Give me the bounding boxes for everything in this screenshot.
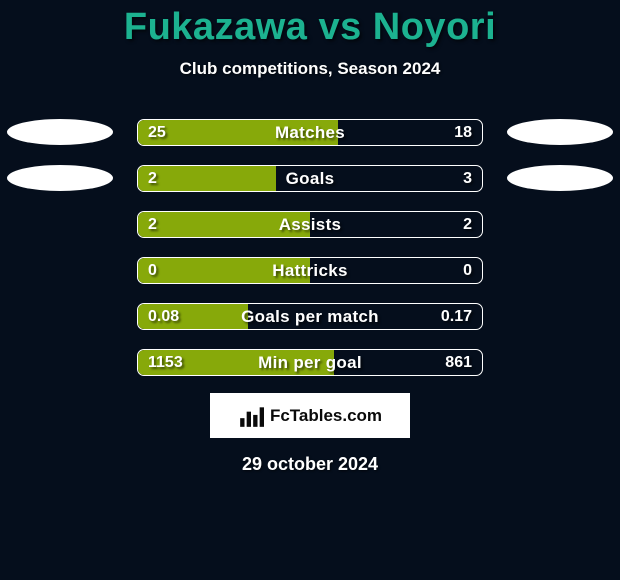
player-right-marker [507,119,613,145]
stat-row: 1153861Min per goal [0,339,620,385]
date-text: 29 october 2024 [0,454,620,475]
stat-label: Goals per match [138,304,482,329]
stat-row: 2518Matches [0,109,620,155]
stat-bar: 2518Matches [137,119,483,146]
source-logo: FcTables.com [210,393,410,438]
page-title: Fukazawa vs Noyori [0,6,620,49]
stat-bar: 0.080.17Goals per match [137,303,483,330]
player-right-marker [507,165,613,191]
stat-bar: 1153861Min per goal [137,349,483,376]
stat-label: Assists [138,212,482,237]
stat-label: Goals [138,166,482,191]
source-logo-text: FcTables.com [270,406,382,426]
stat-bar: 22Assists [137,211,483,238]
stat-bar: 00Hattricks [137,257,483,284]
stat-row: 0.080.17Goals per match [0,293,620,339]
player-left-marker [7,119,113,145]
stat-row: 00Hattricks [0,247,620,293]
stat-label: Min per goal [138,350,482,375]
stat-rows: 2518Matches 23Goals 22Assists 00Hattricks 0.… [0,109,620,385]
stat-row: 22Assists [0,201,620,247]
stat-label: Hattricks [138,258,482,283]
bar-chart-icon [238,403,264,429]
stat-bar: 23Goals [137,165,483,192]
page-subtitle: Club competitions, Season 2024 [0,59,620,79]
player-left-marker [7,165,113,191]
stat-row: 23Goals [0,155,620,201]
comparison-card: Fukazawa vs Noyori Club competitions, Se… [0,0,620,580]
stat-label: Matches [138,120,482,145]
